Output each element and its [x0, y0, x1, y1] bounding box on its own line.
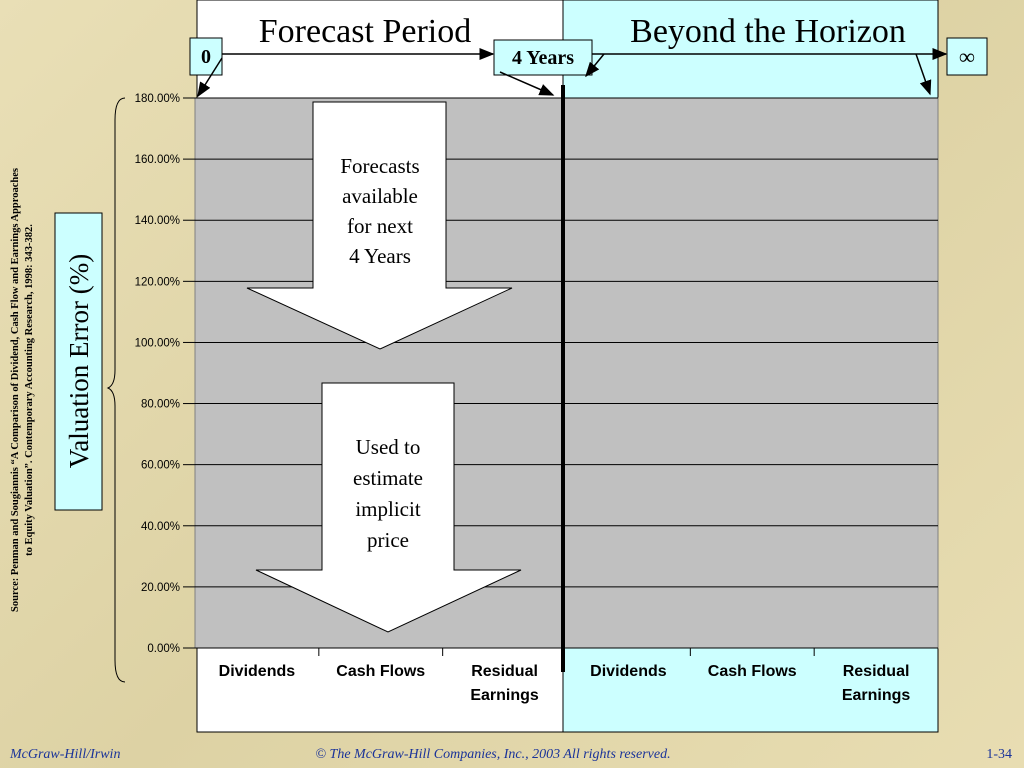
text-line: for next	[347, 214, 413, 238]
x-tick-label: Residual Earnings	[470, 663, 539, 704]
pointer-arrow	[915, 53, 932, 96]
source: Source: Penman and Sougiannis “A Compari…	[10, 168, 35, 612]
marker-box	[946, 37, 988, 76]
x-tick-label-box: Cash Flows	[707, 663, 797, 680]
x-tick-label: Dividends	[218, 663, 296, 680]
x-tick-label-box: Residual Earnings	[841, 663, 911, 704]
marker-box	[493, 39, 593, 76]
y-tick-label: 20.00%	[141, 582, 180, 594]
y-tick-label: 120.00%	[135, 276, 180, 288]
x-tick-label: Cash Flows	[707, 663, 797, 680]
marker-box	[189, 37, 223, 76]
x-tick-label-box: Dividends	[590, 663, 667, 680]
y-axis-label: Valuation Error (%)	[64, 254, 94, 468]
header-right: Beyond the Horizon	[630, 13, 906, 50]
text-line: Forecasts	[340, 154, 419, 178]
x-tick-label-box: Cash Flows	[336, 663, 426, 680]
text-line: price	[367, 528, 409, 552]
footer-left: McGraw-Hill/Irwin	[9, 747, 120, 762]
y-tick-label: 40.00%	[141, 521, 180, 533]
ylabel-box	[54, 212, 103, 511]
marker-start: 0	[201, 46, 211, 68]
category-right-bg	[562, 647, 939, 733]
y-tick-label: 80.00%	[141, 399, 180, 411]
y-tick-label: 100.00%	[135, 337, 180, 349]
category-left-bg	[196, 647, 564, 733]
pointer-arrow	[197, 57, 223, 98]
header-right-bg	[562, 0, 939, 99]
source-line: to Equity Valuation”. Contemporary Accou…	[24, 224, 35, 556]
text-line: Used to	[356, 435, 421, 459]
text-line: 4 Years	[349, 244, 411, 268]
block-arrow	[255, 382, 522, 633]
x-tick-label-box: Residual Earnings	[470, 663, 539, 704]
header-left: Forecast Period	[259, 13, 471, 50]
source-line: Source: Penman and Sougiannis “A Compari…	[10, 168, 21, 612]
footer-right: 1-34	[986, 747, 1012, 762]
arrow-bottom-text: Used to estimate implicit price	[353, 435, 423, 552]
x-tick-label: Cash Flows	[336, 663, 426, 680]
x-tick-label-box: Dividends	[218, 663, 296, 680]
y-tick-label: 160.00%	[135, 154, 180, 166]
y-tick-label: 0.00%	[147, 643, 180, 655]
x-tick-label: Dividends	[590, 663, 667, 680]
marker-end: ∞	[959, 44, 975, 69]
marker-mid: 4 Years	[512, 47, 574, 69]
text-line: implicit	[355, 497, 420, 521]
pointer-arrow	[585, 53, 605, 78]
plot-area	[194, 97, 939, 649]
footer-center: © The McGraw-Hill Companies, Inc., 2003 …	[315, 747, 670, 762]
block-arrow	[246, 101, 513, 350]
y-tick-label: 180.00%	[135, 93, 180, 105]
text-line: available	[342, 184, 418, 208]
x-tick-label: Residual Earnings	[841, 663, 911, 704]
pointer-arrow	[499, 71, 555, 96]
y-tick-label: 60.00%	[141, 460, 180, 472]
text-line: estimate	[353, 466, 423, 490]
brace	[106, 97, 126, 683]
arrow-top-text: Forecasts available for next 4 Years	[340, 154, 419, 268]
y-tick-label: 140.00%	[135, 215, 180, 227]
